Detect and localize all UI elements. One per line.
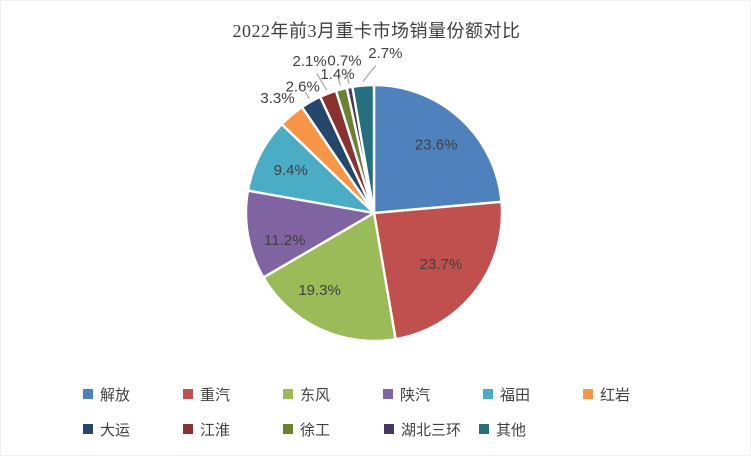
- legend-item-jiefang: 解放: [83, 385, 131, 404]
- legend-swatch: [483, 389, 493, 399]
- leader-line: [304, 91, 310, 99]
- legend-item-jianghuai: 江淮: [183, 420, 231, 439]
- legend-label: 重汽: [200, 387, 231, 404]
- pie-slice: [351, 83, 376, 215]
- legend-swatch: [384, 424, 394, 434]
- leader-line: [316, 72, 328, 91]
- legend-swatch: [283, 389, 293, 399]
- legend-label: 解放: [100, 387, 131, 404]
- legend-label: 红岩: [600, 387, 631, 404]
- legend-label: 陕汽: [400, 387, 431, 404]
- legend-label: 湖北三环: [401, 422, 462, 439]
- slice-label: 2.7%: [368, 45, 402, 62]
- legend-swatch: [83, 424, 93, 434]
- legend-label: 东风: [300, 387, 331, 404]
- legend-item-futian: 福田: [483, 385, 531, 404]
- slice-label: 23.6%: [415, 137, 458, 154]
- legend-item-zhongqi: 重汽: [183, 385, 231, 404]
- legend-label: 其他: [496, 422, 527, 439]
- slice-label: 3.3%: [260, 90, 294, 107]
- legend-item-hubeisanhuan: 湖北三环: [384, 420, 462, 439]
- slice-label: 0.7%: [327, 53, 361, 70]
- legend-item-dongfeng: 东风: [283, 385, 331, 404]
- slice-label: 2.1%: [292, 53, 326, 70]
- pie-slice: [262, 211, 397, 343]
- legend-label: 徐工: [300, 422, 331, 439]
- legend-swatch: [183, 389, 193, 399]
- slice-label: 2.6%: [286, 79, 320, 96]
- legend-swatch: [283, 424, 293, 434]
- legend-swatch: [583, 389, 593, 399]
- legend-swatch: [383, 389, 393, 399]
- pie-chart: 23.6% 23.7% 19.3% 11.2% 9.4% 3.3%2.6% 2.1%1.4%…: [244, 45, 504, 343]
- pie-slice: [246, 123, 376, 215]
- slice-label: 1.4%: [320, 66, 354, 83]
- slice-label: 9.4%: [274, 162, 308, 179]
- pie-slice: [372, 83, 503, 215]
- legend-label: 福田: [500, 387, 531, 404]
- slice-label: 19.3%: [298, 282, 341, 299]
- leader-line: [362, 65, 377, 82]
- pie-slice: [244, 189, 376, 279]
- pie-slice: [372, 200, 504, 341]
- legend-swatch: [183, 424, 193, 434]
- legend-swatch: [479, 424, 489, 434]
- slice-label: 23.7%: [420, 256, 463, 273]
- legend-item-qita: 其他: [479, 420, 527, 439]
- chart-title: 2022年前3月重卡市场销量份额对比: [232, 21, 521, 41]
- slice-label: 11.2%: [264, 232, 305, 249]
- legend-item-shanqi: 陕汽: [383, 385, 431, 404]
- leader-line: [338, 78, 341, 86]
- legend-item-hongyan: 红岩: [583, 385, 631, 404]
- legend-swatch: [83, 389, 93, 399]
- legend-label: 大运: [100, 422, 131, 439]
- leader-line: [345, 70, 350, 84]
- legend-item-dayun: 大运: [83, 420, 131, 439]
- legend-item-xugong: 徐工: [283, 420, 331, 439]
- legend-label: 江淮: [200, 422, 231, 439]
